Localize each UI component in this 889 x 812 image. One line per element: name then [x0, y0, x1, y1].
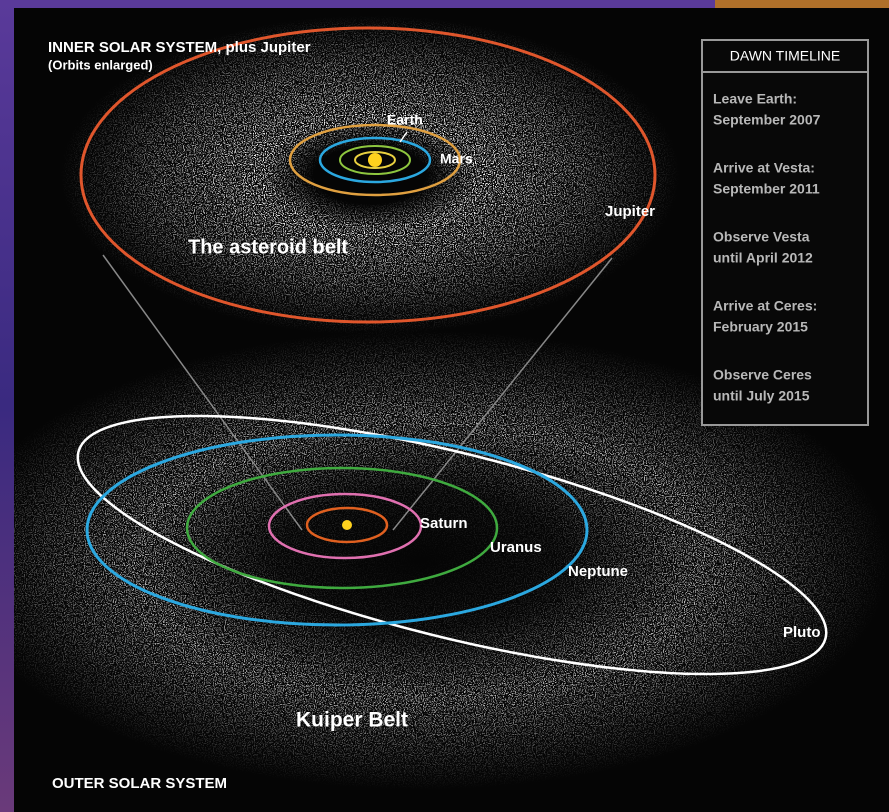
timeline-date: September 2007: [713, 112, 821, 128]
header-title: INNER SOLAR SYSTEM, plus Jupiter: [48, 39, 311, 56]
diagram: INNER SOLAR SYSTEM, plus Jupiter (Orbits…: [0, 0, 889, 812]
saturn-label: Saturn: [420, 515, 468, 532]
jupiter-label: Jupiter: [605, 203, 655, 220]
sun: [368, 153, 382, 167]
uranus-label: Uranus: [490, 539, 542, 556]
corner-image: [715, 0, 889, 8]
sun: [342, 520, 352, 530]
kuiper-belt-label: Kuiper Belt: [296, 709, 408, 732]
timeline-title: DAWN TIMELINE: [730, 48, 840, 64]
timeline-event: Leave Earth:: [713, 91, 797, 107]
timeline-date: February 2015: [713, 319, 808, 335]
neptune-label: Neptune: [568, 563, 628, 580]
pluto-label: Pluto: [783, 624, 821, 641]
timeline-box: DAWN TIMELINE Leave Earth: September 2007…: [702, 40, 868, 425]
timeline-date: until April 2012: [713, 250, 813, 266]
footer-label: OUTER SOLAR SYSTEM: [52, 775, 227, 792]
mars-label: Mars: [440, 151, 473, 167]
earth-label: Earth: [387, 112, 423, 128]
timeline-event: Observe Ceres: [713, 367, 812, 383]
timeline-date: until July 2015: [713, 388, 810, 404]
timeline-event: Observe Vesta: [713, 229, 810, 245]
timeline-event: Arrive at Ceres:: [713, 298, 817, 314]
asteroid-belt-label: The asteroid belt: [188, 236, 348, 258]
timeline-event: Arrive at Vesta:: [713, 160, 815, 176]
timeline-date: September 2011: [713, 181, 820, 197]
header-subtitle: (Orbits enlarged): [48, 57, 153, 72]
